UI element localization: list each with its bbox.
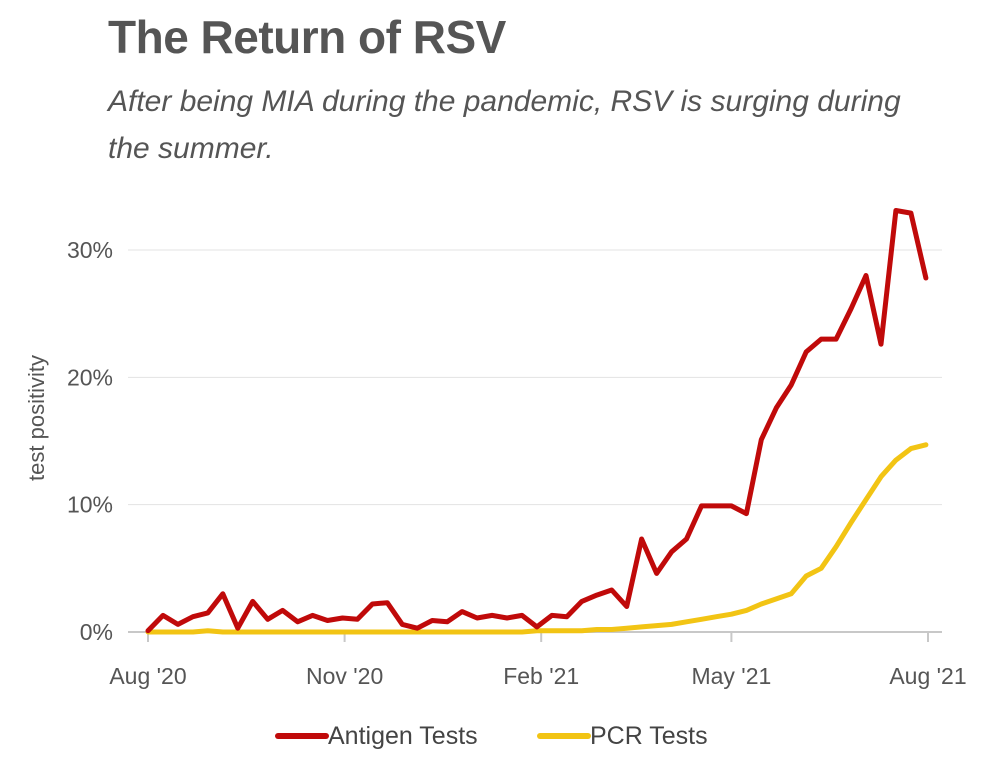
gridlines [128,249,942,633]
legend-label: PCR Tests [590,722,708,750]
legend: Antigen Tests PCR Tests [275,722,708,750]
x-axis: Aug '20 Nov '20 Feb '21 May '21 Aug '21 [109,632,967,689]
series-line-antigen-tests [145,208,929,634]
x-tick-label: Aug '20 [109,663,186,689]
x-tick-label: May '21 [691,663,771,689]
y-axis-label: test positivity [24,355,49,481]
chart-title: The Return of RSV [108,11,506,63]
series-line-pcr-tests [145,442,929,635]
chart-subtitle: After being MIA during the pandemic, RSV… [108,85,901,165]
series-lines [145,208,929,635]
y-tick-label: 0% [80,619,113,645]
legend-label: Antigen Tests [328,722,478,750]
x-tick-label: Nov '20 [306,663,383,689]
x-tick-label: Feb '21 [503,663,579,689]
y-tick-label: 30% [67,237,113,263]
y-axis-ticks: 0% 10% 20% 30% [67,237,113,645]
x-tick-label: Aug '21 [889,663,966,689]
y-tick-label: 20% [67,364,113,390]
y-tick-label: 10% [67,492,113,518]
